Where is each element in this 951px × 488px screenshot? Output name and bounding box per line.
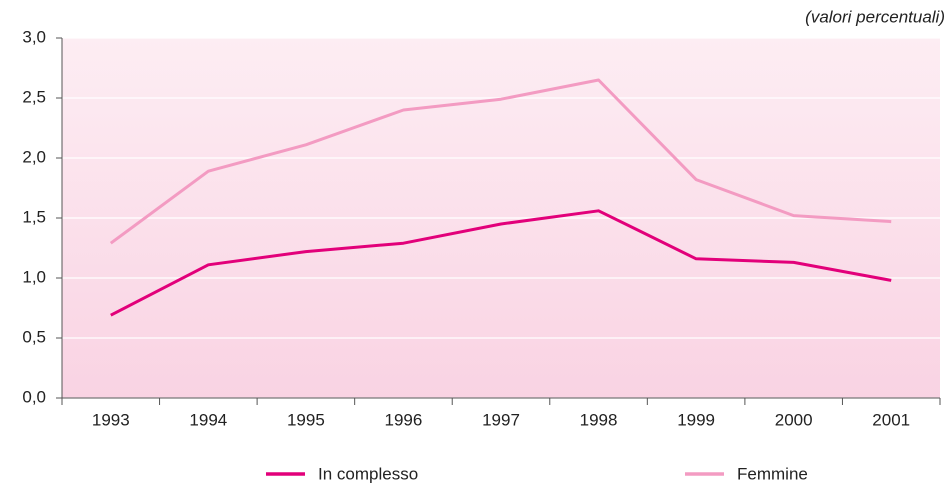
y-tick-label: 3,0	[22, 27, 46, 46]
y-tick-label: 0,5	[22, 327, 46, 346]
line-series	[110, 209, 892, 317]
legend-label: Femmine	[737, 464, 808, 483]
x-tick-label: 1993	[92, 410, 130, 429]
x-tick-label: 1996	[385, 410, 423, 429]
line-series	[109, 78, 892, 245]
x-tick-label: 1997	[482, 410, 520, 429]
legend-label: In complesso	[318, 464, 418, 483]
x-tick-label: 2000	[775, 410, 813, 429]
y-tick-label: 2,5	[22, 87, 46, 106]
y-tick-label: 2,0	[22, 147, 46, 166]
x-tick-label: 1999	[677, 410, 715, 429]
x-tick-label: 1994	[189, 410, 227, 429]
annotation: (valori percentuali)	[805, 7, 945, 26]
x-tick-label: 2001	[872, 410, 910, 429]
y-tick-label: 0,0	[22, 387, 46, 406]
x-tick-label: 1998	[580, 410, 618, 429]
x-tick-label: 1995	[287, 410, 325, 429]
y-tick-label: 1,0	[22, 267, 46, 286]
y-tick-label: 1,5	[22, 207, 46, 226]
